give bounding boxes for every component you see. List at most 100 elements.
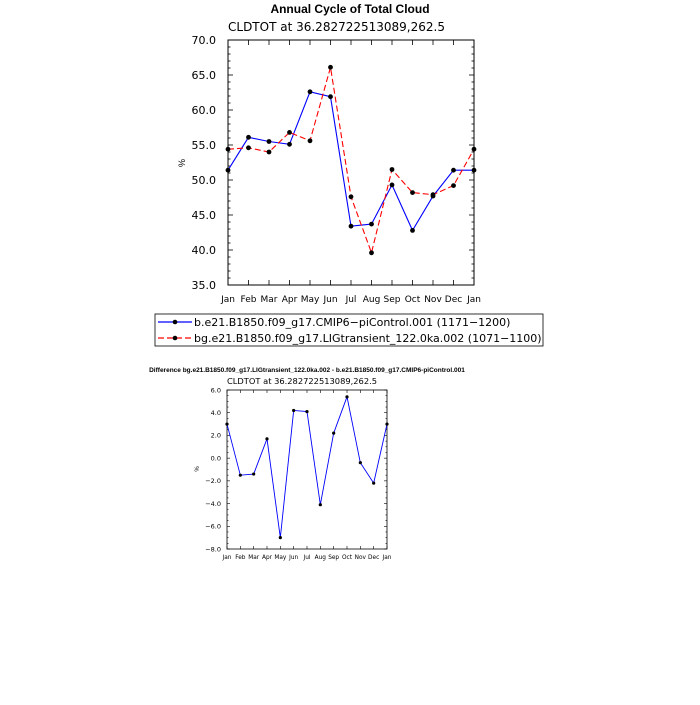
c0-data-point-s1 bbox=[348, 194, 354, 200]
legend-marker-transient bbox=[172, 335, 178, 341]
y-axis-label: % bbox=[177, 159, 187, 167]
c1-data-point-s0 bbox=[238, 473, 242, 477]
legend-entry-control: b.e21.B1850.f09_g17.CMIP6−piControl.001 … bbox=[158, 316, 510, 329]
c0-y-tick-label: 60.0 bbox=[192, 104, 217, 117]
legend-marker-control bbox=[172, 319, 178, 325]
c0-x-tick-label: Jan bbox=[466, 295, 481, 305]
c0-y-tick-label: 45.0 bbox=[192, 209, 217, 222]
c0-y-tick-label: 70.0 bbox=[192, 34, 217, 47]
c0-data-point-s1 bbox=[451, 183, 456, 189]
c0-x-tick-label: Dec bbox=[445, 295, 462, 305]
c1-y-tick-label: 4.0 bbox=[211, 409, 221, 417]
c0-series-line-0 bbox=[227, 91, 474, 232]
c1-x-tick-label: Feb bbox=[235, 555, 246, 561]
c0-data-point-s1 bbox=[246, 145, 251, 151]
c0-data-point-s0 bbox=[369, 221, 374, 227]
c1-data-point-s0 bbox=[292, 408, 296, 413]
c0-data-point-s1 bbox=[307, 138, 313, 144]
c1-data-point-s0 bbox=[372, 481, 376, 485]
c0-y-tick-label: 40.0 bbox=[192, 244, 217, 257]
c0-data-point-s1 bbox=[328, 64, 333, 70]
c0-y-tick-label: 55.0 bbox=[192, 139, 217, 152]
c1-x-tick-label: Jan bbox=[382, 555, 392, 561]
c0-data-point-s0 bbox=[328, 94, 333, 100]
c1-data-point-s0 bbox=[252, 472, 256, 476]
c0-x-tick-label: May bbox=[301, 295, 320, 305]
legend-entry-transient: bg.e21.B1850.f09_g17.LIGtransient_122.0k… bbox=[158, 332, 542, 345]
c0-data-point-s1 bbox=[225, 146, 231, 152]
c1-x-tick-label: Oct bbox=[342, 555, 353, 561]
c0-y-tick-label: 35.0 bbox=[192, 279, 217, 292]
c0-data-point-s0 bbox=[307, 89, 313, 95]
c1-y-tick-label: −8.0 bbox=[205, 545, 221, 553]
diff-y-axis-label: % bbox=[195, 466, 201, 472]
c0-x-tick-label: Jul bbox=[345, 295, 357, 305]
c1-data-point-s0 bbox=[332, 431, 336, 435]
c1-data-point-s0 bbox=[265, 437, 269, 441]
c0-data-point-s0 bbox=[389, 182, 395, 188]
c1-x-tick-label: Dec bbox=[368, 555, 379, 561]
c1-data-point-s0 bbox=[318, 503, 322, 507]
c1-data-point-s0 bbox=[305, 409, 309, 414]
c1-y-tick-label: 6.0 bbox=[211, 386, 221, 394]
c0-x-tick-label: Oct bbox=[405, 295, 421, 305]
c0-y-tick-label: 65.0 bbox=[192, 69, 217, 82]
legend-label-control: b.e21.B1850.f09_g17.CMIP6−piControl.001 … bbox=[194, 316, 510, 329]
c0-x-tick-label: Feb bbox=[241, 295, 257, 305]
c0-data-point-s1 bbox=[266, 149, 272, 155]
c1-y-tick-label: −2.0 bbox=[205, 477, 221, 485]
c0-data-point-s1 bbox=[369, 250, 374, 256]
c1-x-tick-label: Mar bbox=[248, 555, 260, 561]
chart-subtitle: CLDTOT at 36.282722513089,262.5 bbox=[228, 20, 445, 34]
c0-data-point-s0 bbox=[410, 228, 415, 233]
c1-series-line-0 bbox=[226, 395, 388, 538]
c1-x-tick-label: Aug bbox=[315, 555, 327, 561]
c0-data-point-s0 bbox=[246, 134, 251, 140]
c1-data-point-s0 bbox=[225, 422, 229, 426]
c1-data-point-s0 bbox=[358, 461, 362, 465]
c1-data-point-s0 bbox=[385, 422, 389, 426]
diff-chart-subtitle: CLDTOT at 36.282722513089,262.5 bbox=[227, 376, 377, 386]
c0-x-tick-label: Nov bbox=[424, 295, 442, 305]
c0-x-tick-label: Jan bbox=[220, 295, 235, 305]
diff-chart-title: Difference bg.e21.B1850.f09_g17.LIGtrans… bbox=[149, 367, 465, 374]
c1-y-tick-label: −4.0 bbox=[205, 500, 221, 508]
legend-box bbox=[154, 313, 544, 347]
c0-plot-frame bbox=[227, 39, 475, 286]
c0-data-point-s1 bbox=[287, 130, 292, 135]
c1-x-tick-label: Jan bbox=[222, 555, 232, 561]
c1-x-tick-label: May bbox=[274, 555, 287, 561]
c1-x-tick-label: Apr bbox=[262, 555, 273, 561]
c0-data-point-s0 bbox=[225, 167, 231, 173]
c0-y-tick-label: 50.0 bbox=[192, 174, 217, 187]
c0-data-point-s1 bbox=[471, 146, 477, 152]
main-plot-area: 35.0 40.0 45.0 50.0 55.0 60.0 65.0 70.0 Jan Feb Ma… bbox=[192, 34, 481, 305]
c1-y-tick-label: −6.0 bbox=[205, 523, 221, 531]
c1-x-tick-label: Sep bbox=[328, 555, 339, 561]
c0-data-point-s0 bbox=[471, 167, 477, 173]
c0-data-point-s0 bbox=[266, 139, 272, 144]
c0-x-tick-label: Aug bbox=[363, 295, 381, 305]
c1-x-tick-label: Jul bbox=[303, 555, 311, 561]
c1-x-tick-label: Nov bbox=[355, 555, 367, 561]
c1-data-point-s0 bbox=[278, 536, 282, 540]
c0-data-point-s1 bbox=[410, 190, 415, 196]
c0-x-tick-label: Sep bbox=[384, 295, 401, 305]
c1-data-point-s0 bbox=[345, 395, 349, 399]
c0-data-point-s0 bbox=[348, 223, 354, 229]
c0-data-point-s1 bbox=[389, 167, 395, 172]
chart-title: Annual Cycle of Total Cloud bbox=[270, 2, 429, 16]
c0-data-point-s0 bbox=[451, 167, 456, 173]
c1-x-tick-label: Jun bbox=[288, 555, 298, 561]
c0-data-point-s0 bbox=[287, 141, 292, 147]
legend-label-transient: bg.e21.B1850.f09_g17.LIGtransient_122.0k… bbox=[194, 332, 542, 345]
c1-y-tick-label: 0.0 bbox=[211, 454, 221, 462]
c0-x-tick-label: Mar bbox=[261, 295, 278, 305]
c0-x-tick-label: Jun bbox=[322, 295, 337, 305]
c1-y-tick-label: 2.0 bbox=[211, 432, 221, 440]
c0-x-tick-label: Apr bbox=[282, 295, 298, 305]
c0-data-point-s1 bbox=[430, 192, 436, 198]
